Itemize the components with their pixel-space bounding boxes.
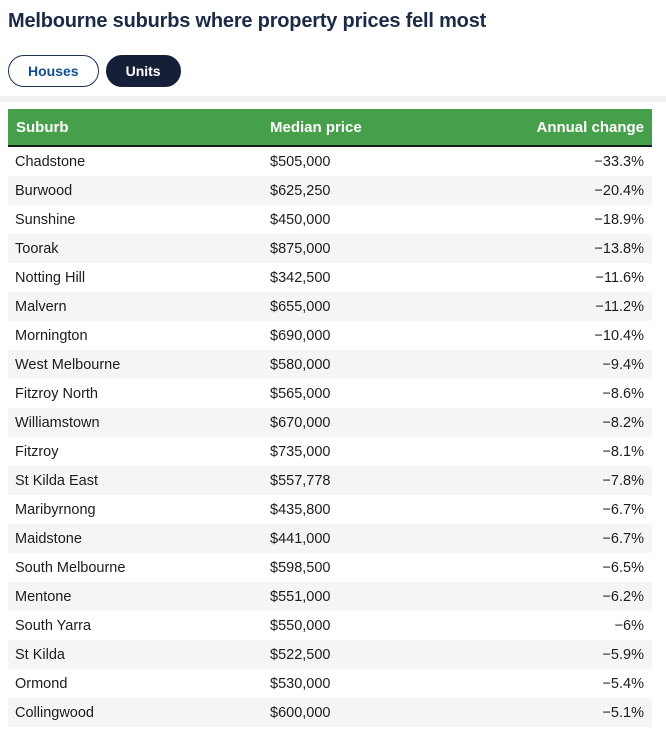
suburb-cell: Malvern bbox=[15, 298, 67, 315]
suburb-cell: South Melbourne bbox=[15, 559, 126, 576]
annual-change-cell: −11.2% bbox=[595, 298, 644, 315]
table-row: Malvern $655,000 −11.2% bbox=[8, 292, 652, 321]
median-price-cell: $690,000 bbox=[270, 327, 331, 344]
suburb-cell: Mentone bbox=[15, 588, 72, 605]
median-price-cell: $550,000 bbox=[270, 617, 331, 634]
suburb-cell: Burwood bbox=[15, 182, 73, 199]
table-row: Fitzroy North $565,000 −8.6% bbox=[8, 379, 652, 408]
median-price-cell: $435,800 bbox=[270, 501, 331, 518]
annual-change-cell: −6.2% bbox=[602, 588, 644, 605]
median-price-cell: $522,500 bbox=[270, 646, 331, 663]
table-row: South Melbourne $598,500 −6.5% bbox=[8, 553, 652, 582]
table-row: St Kilda East $557,778 −7.8% bbox=[8, 466, 652, 495]
median-price-cell: $875,000 bbox=[270, 240, 331, 257]
suburb-cell: Williamstown bbox=[15, 414, 100, 431]
suburb-cell: Chadstone bbox=[15, 153, 86, 170]
table-row: West Melbourne $580,000 −9.4% bbox=[8, 350, 652, 379]
median-price-cell: $565,000 bbox=[270, 385, 331, 402]
table-row: Collingwood $600,000 −5.1% bbox=[8, 698, 652, 727]
page-title: Melbourne suburbs where property prices … bbox=[8, 10, 487, 32]
median-price-cell: $441,000 bbox=[270, 530, 331, 547]
annual-change-cell: −6% bbox=[614, 617, 644, 634]
annual-change-cell: −6.7% bbox=[602, 501, 644, 518]
median-price-cell: $598,500 bbox=[270, 559, 331, 576]
annual-change-cell: −11.6% bbox=[595, 269, 644, 286]
table-row: Toorak $875,000 −13.8% bbox=[8, 234, 652, 263]
suburb-cell: Maidstone bbox=[15, 530, 82, 547]
tab-units[interactable]: Units bbox=[105, 55, 181, 87]
annual-change-cell: −7.8% bbox=[602, 472, 644, 489]
annual-change-cell: −33.3% bbox=[594, 153, 644, 170]
annual-change-cell: −8.2% bbox=[602, 414, 644, 431]
table-row: Fitzroy $735,000 −8.1% bbox=[8, 437, 652, 466]
suburb-cell: Toorak bbox=[15, 240, 59, 257]
suburb-cell: Fitzroy North bbox=[15, 385, 98, 402]
median-price-cell: $557,778 bbox=[270, 472, 331, 489]
median-price-cell: $530,000 bbox=[270, 675, 331, 692]
suburb-cell: St Kilda East bbox=[15, 472, 99, 489]
suburb-cell: Sunshine bbox=[15, 211, 76, 228]
property-price-table: Suburb Median price Annual change Chadst… bbox=[8, 109, 652, 727]
suburb-cell: Notting Hill bbox=[15, 269, 86, 286]
median-price-cell: $625,250 bbox=[270, 182, 331, 199]
table-row: Chadstone $505,000 −33.3% bbox=[8, 147, 652, 176]
table-header-row: Suburb Median price Annual change bbox=[8, 109, 652, 147]
tab-houses[interactable]: Houses bbox=[8, 55, 99, 87]
table-row: Notting Hill $342,500 −11.6% bbox=[8, 263, 652, 292]
annual-change-cell: −5.1% bbox=[602, 704, 644, 721]
suburb-cell: West Melbourne bbox=[15, 356, 121, 373]
section-divider bbox=[0, 96, 666, 102]
annual-change-cell: −9.4% bbox=[602, 356, 644, 373]
column-header-suburb: Suburb bbox=[16, 118, 69, 136]
table-row: Maribyrnong $435,800 −6.7% bbox=[8, 495, 652, 524]
table-row: St Kilda $522,500 −5.9% bbox=[8, 640, 652, 669]
view-toggle: Houses Units bbox=[8, 55, 181, 87]
median-price-cell: $505,000 bbox=[270, 153, 331, 170]
table-row: Ormond $530,000 −5.4% bbox=[8, 669, 652, 698]
table-row: Mornington $690,000 −10.4% bbox=[8, 321, 652, 350]
annual-change-cell: −8.6% bbox=[602, 385, 644, 402]
annual-change-cell: −6.5% bbox=[602, 559, 644, 576]
annual-change-cell: −18.9% bbox=[594, 211, 644, 228]
median-price-cell: $551,000 bbox=[270, 588, 331, 605]
annual-change-cell: −20.4% bbox=[594, 182, 644, 199]
suburb-cell: Maribyrnong bbox=[15, 501, 96, 518]
median-price-cell: $342,500 bbox=[270, 269, 331, 286]
suburb-cell: St Kilda bbox=[15, 646, 65, 663]
column-header-annual-change: Annual change bbox=[536, 118, 644, 136]
annual-change-cell: −13.8% bbox=[594, 240, 644, 257]
median-price-cell: $670,000 bbox=[270, 414, 331, 431]
annual-change-cell: −8.1% bbox=[602, 443, 644, 460]
table-row: Williamstown $670,000 −8.2% bbox=[8, 408, 652, 437]
suburb-cell: Mornington bbox=[15, 327, 88, 344]
table-row: Maidstone $441,000 −6.7% bbox=[8, 524, 652, 553]
column-header-median-price: Median price bbox=[270, 118, 362, 136]
table-row: Sunshine $450,000 −18.9% bbox=[8, 205, 652, 234]
annual-change-cell: −5.4% bbox=[602, 675, 644, 692]
median-price-cell: $600,000 bbox=[270, 704, 331, 721]
median-price-cell: $655,000 bbox=[270, 298, 331, 315]
table-row: Burwood $625,250 −20.4% bbox=[8, 176, 652, 205]
suburb-cell: Ormond bbox=[15, 675, 68, 692]
annual-change-cell: −5.9% bbox=[602, 646, 644, 663]
annual-change-cell: −10.4% bbox=[594, 327, 644, 344]
suburb-cell: Collingwood bbox=[15, 704, 94, 721]
table-row: South Yarra $550,000 −6% bbox=[8, 611, 652, 640]
suburb-cell: South Yarra bbox=[15, 617, 92, 634]
median-price-cell: $450,000 bbox=[270, 211, 331, 228]
table-row: Mentone $551,000 −6.2% bbox=[8, 582, 652, 611]
table-body: Chadstone $505,000 −33.3% Burwood $625,2… bbox=[8, 147, 652, 727]
suburb-cell: Fitzroy bbox=[15, 443, 59, 460]
median-price-cell: $735,000 bbox=[270, 443, 331, 460]
annual-change-cell: −6.7% bbox=[602, 530, 644, 547]
median-price-cell: $580,000 bbox=[270, 356, 331, 373]
